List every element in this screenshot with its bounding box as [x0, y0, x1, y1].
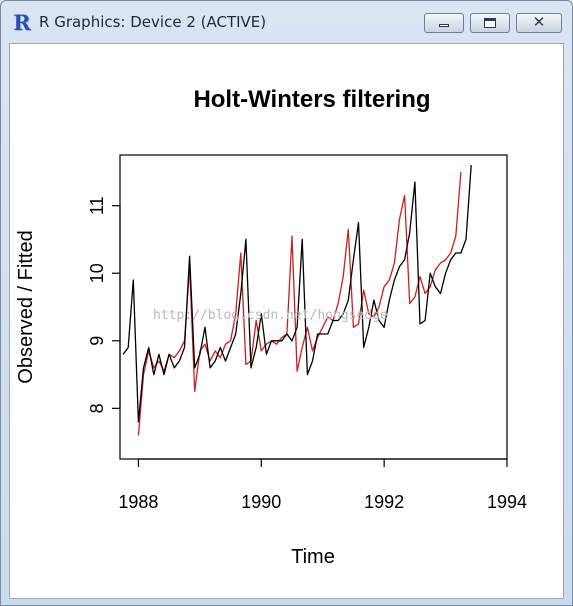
plot-frame: [119, 154, 508, 460]
holt-winters-chart: Holt-Winters filtering 1988 1990 1992 1994 …: [15, 86, 527, 568]
chart-title: Holt-Winters filtering: [193, 86, 430, 113]
minimize-button[interactable]: [424, 13, 464, 33]
watermark-text: http://blog.csdn.net/hongsedge: [153, 308, 388, 323]
y-tick-label: 11: [87, 196, 107, 215]
x-axis-label: Time: [291, 546, 335, 568]
y-tick-label: 8: [87, 403, 107, 413]
y-tick-label: 9: [87, 336, 107, 346]
plot-area: Holt-Winters filtering 1988 1990 1992 1994 …: [9, 43, 564, 599]
x-tick-label: 1990: [241, 492, 281, 512]
series-line-observed: [122, 165, 472, 423]
x-tick-label: 1988: [118, 492, 158, 512]
x-axis: 1988 1990 1992 1994: [118, 458, 527, 512]
series-group: [122, 165, 472, 436]
window-title: R Graphics: Device 2 (ACTIVE): [39, 13, 267, 31]
title-bar[interactable]: R R Graphics: Device 2 (ACTIVE) ✕: [1, 1, 572, 43]
r-logo-icon: R: [13, 10, 31, 35]
close-icon: ✕: [532, 13, 546, 31]
y-tick-label: 10: [87, 263, 107, 283]
x-tick-label: 1994: [487, 492, 527, 512]
maximize-button[interactable]: [470, 13, 510, 33]
close-button[interactable]: ✕: [516, 13, 562, 33]
y-axis-label: Observed / Fitted: [15, 230, 37, 383]
x-tick-label: 1992: [364, 492, 404, 512]
y-axis: 8 9 10 11: [87, 196, 121, 413]
